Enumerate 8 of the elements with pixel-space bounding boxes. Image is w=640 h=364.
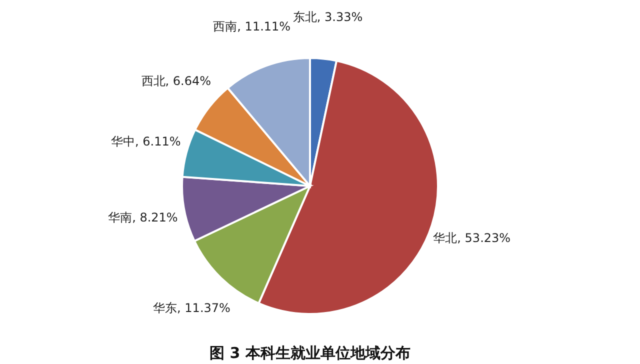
- slice-label: 华中, 6.11%: [110, 134, 181, 149]
- slice-label: 西南, 11.11%: [213, 19, 291, 34]
- slice-label: 华北, 53.23%: [433, 230, 511, 245]
- slice-label: 东北, 3.33%: [292, 10, 363, 24]
- slice-label: 西北, 6.64%: [141, 74, 212, 88]
- slice-label: 华东, 11.37%: [153, 301, 230, 316]
- text: 图 3 本科生就业单位地域分布: [210, 344, 410, 362]
- slice-label: 华南, 8.21%: [108, 210, 178, 224]
